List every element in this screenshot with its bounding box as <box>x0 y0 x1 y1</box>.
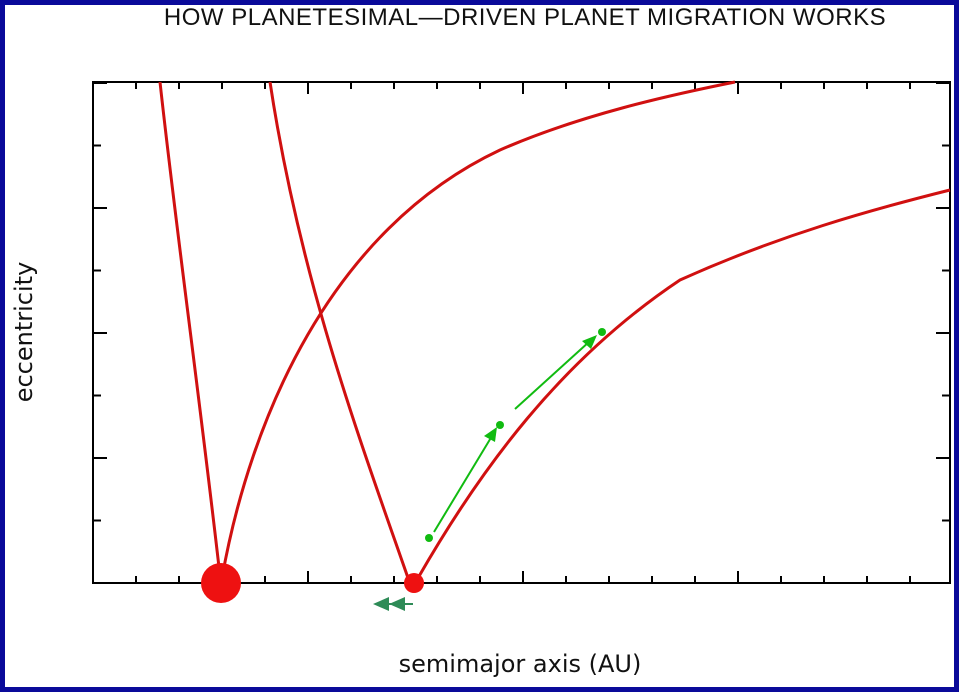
outer-planet <box>404 573 424 593</box>
outer-planet-left-branch <box>268 81 410 579</box>
diagram-title: HOW PLANETESIMAL—DRIVEN PLANET MIGRATION… <box>163 4 887 31</box>
inner-planet <box>201 563 241 603</box>
x-axis-label: semimajor axis (AU) <box>398 650 642 678</box>
migration-arrow-icon <box>373 597 413 611</box>
planetesimal-point-1 <box>425 534 433 542</box>
planetesimal-path <box>433 335 597 533</box>
outer-planet-right-branch <box>416 188 951 579</box>
axis-ticks <box>92 82 950 584</box>
planetesimal-point-2 <box>496 421 504 429</box>
planetesimal-point-3 <box>598 328 606 336</box>
axes-box <box>92 81 951 584</box>
inner-planet-right-branch <box>220 80 736 579</box>
inner-planet-left-branch <box>158 81 222 577</box>
y-axis-label: eccentricity <box>10 261 38 403</box>
